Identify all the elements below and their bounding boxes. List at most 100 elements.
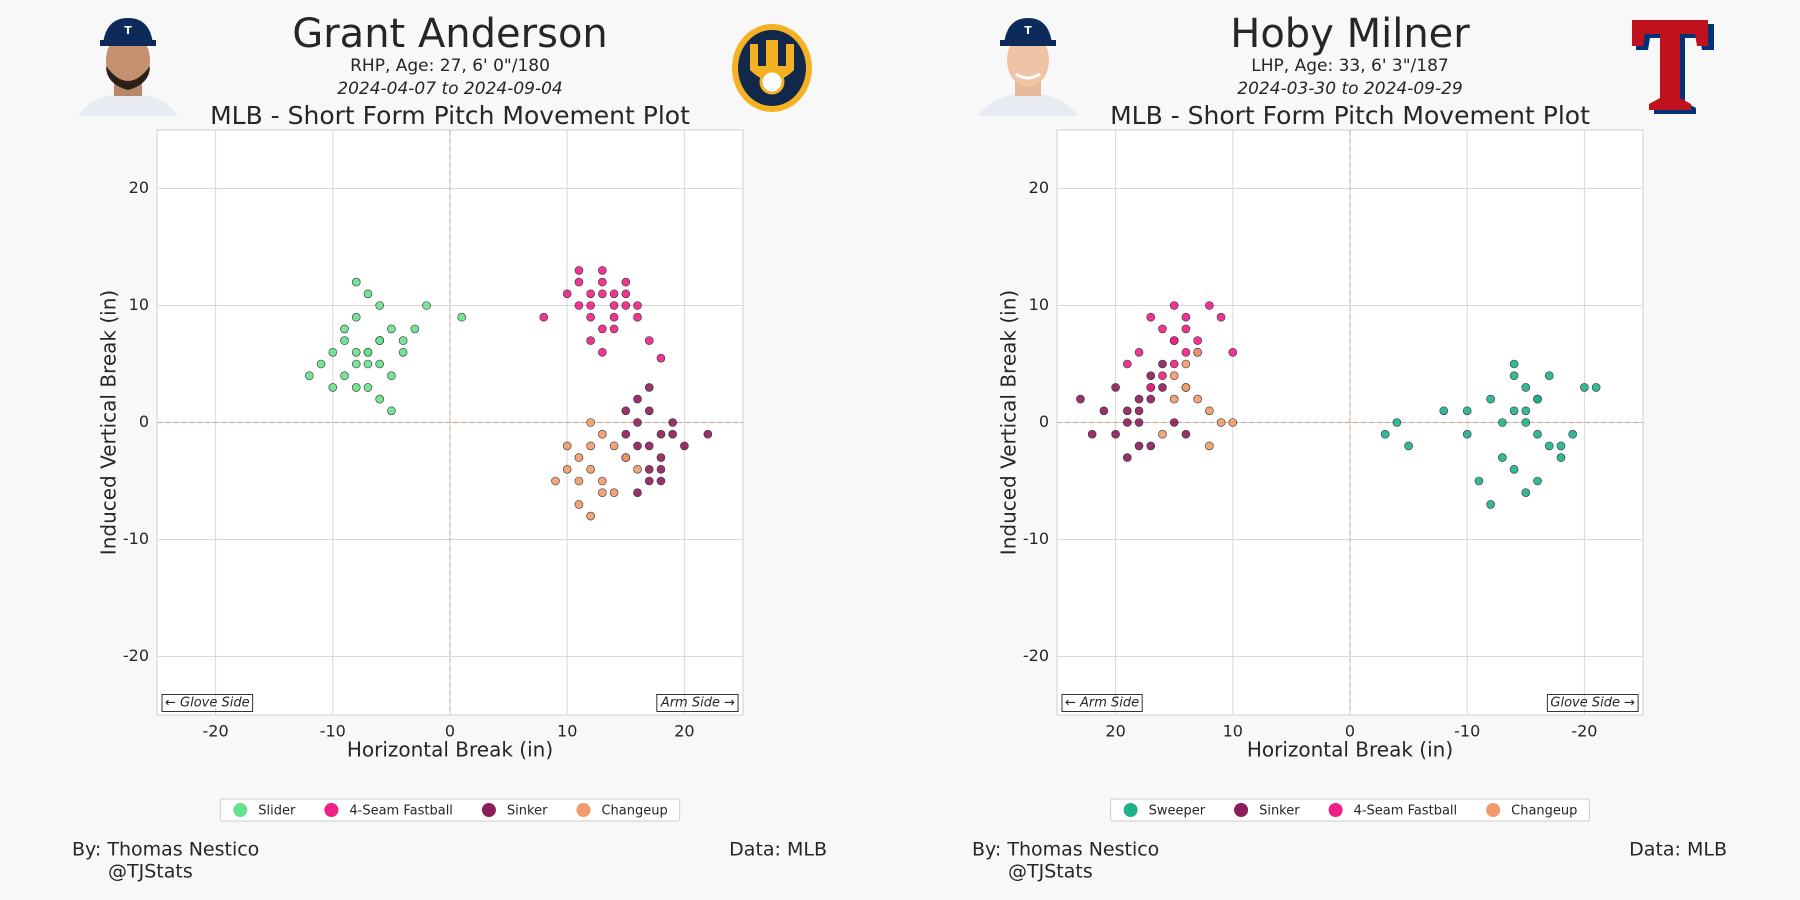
- x-tick-label: 0: [445, 722, 455, 741]
- data-source: Data: MLB: [1629, 839, 1727, 861]
- x-tick-label: 0: [1345, 722, 1355, 741]
- x-tick-label: -10: [320, 722, 346, 741]
- pitch-point: [1533, 476, 1542, 486]
- pitch-point: [1580, 383, 1589, 392]
- x-tick-label: 20: [1105, 722, 1125, 741]
- pitch-point: [574, 500, 584, 509]
- y-tick-label: 10: [129, 295, 149, 314]
- legend-marker: [1486, 803, 1501, 817]
- pitch-point: [551, 476, 560, 486]
- legend-label: Slider: [258, 804, 296, 819]
- x-tick-label: -10: [1454, 722, 1480, 741]
- pitch-point: [305, 371, 314, 381]
- pitch-point: [586, 511, 595, 521]
- pitch-point: [1169, 418, 1179, 427]
- pitch-point: [1216, 418, 1226, 427]
- plot-title: MLB - Short Form Pitch Movement Plot: [1110, 101, 1590, 130]
- y-axis-label: Induced Vertical Break (in): [997, 290, 1021, 555]
- pitch-point: [1486, 394, 1495, 404]
- pitch-point: [1533, 429, 1542, 439]
- pitch-point: [656, 453, 666, 462]
- legend-label: 4-Seam Fastball: [349, 804, 453, 819]
- pitch-point: [1462, 406, 1472, 416]
- pitch-point: [1556, 453, 1566, 462]
- data-source: Data: MLB: [729, 839, 827, 861]
- pitch-point: [1568, 429, 1577, 439]
- pitch-point: [644, 406, 654, 416]
- x-tick-label: -20: [1571, 722, 1597, 741]
- player-bio: RHP, Age: 27, 6' 0"/180: [350, 56, 550, 76]
- annotation-box: [1546, 694, 1639, 712]
- x-tick-label: 20: [674, 722, 694, 741]
- pitch-point: [644, 464, 654, 474]
- pitch-point: [656, 476, 666, 486]
- pitch-point: [621, 406, 631, 416]
- pitch-point: [598, 429, 607, 439]
- pitch-point: [351, 312, 361, 322]
- pitch-point: [1533, 394, 1542, 404]
- pitch-point: [1181, 312, 1191, 322]
- player-headshot: T: [78, 18, 178, 116]
- x-tick-label: 10: [1223, 722, 1243, 741]
- player-name: Grant Anderson: [292, 11, 608, 57]
- date-range: 2024-03-30 to 2024-09-29: [1237, 79, 1462, 99]
- pitch-point: [375, 301, 384, 310]
- pitch-point: [375, 336, 384, 345]
- pitch-point: [703, 429, 713, 439]
- pitch-point: [1509, 371, 1519, 381]
- pitch-point: [1134, 406, 1144, 416]
- pitch-point: [363, 359, 373, 369]
- x-axis-label: Horizontal Break (in): [1247, 738, 1453, 762]
- pitch-point: [1111, 383, 1120, 392]
- pitch-point: [621, 277, 631, 287]
- svg-text:T: T: [124, 24, 132, 37]
- pitch-point: [387, 371, 396, 381]
- pitch-point: [1462, 429, 1472, 439]
- side-annotation: Glove Side →: [1550, 696, 1635, 711]
- pitch-point: [1134, 418, 1144, 427]
- pitch-point: [1521, 383, 1531, 392]
- pitch-point: [1123, 406, 1132, 416]
- pitch-point: [1193, 347, 1202, 357]
- pitch-point: [586, 418, 595, 427]
- legend-marker: [1328, 803, 1343, 817]
- pitch-point: [644, 383, 654, 392]
- pitch-point: [562, 289, 572, 299]
- pitch-point: [633, 418, 642, 427]
- pitch-point: [1486, 500, 1495, 509]
- pitch-point: [1439, 406, 1449, 416]
- pitch-point: [1087, 429, 1097, 439]
- pitch-point: [1146, 394, 1156, 404]
- side-annotation: Arm Side →: [660, 696, 735, 711]
- x-axis-label: Horizontal Break (in): [347, 738, 553, 762]
- pitch-point: [656, 429, 666, 439]
- pitch-point: [1474, 476, 1484, 486]
- pitch-point: [574, 476, 584, 486]
- pitch-point: [1216, 312, 1226, 322]
- pitch-point: [621, 301, 631, 310]
- pitch-point: [1544, 371, 1554, 381]
- pitch-point: [328, 383, 338, 392]
- pitch-point: [1111, 429, 1120, 439]
- pitch-point: [1158, 359, 1167, 369]
- pitch-point: [1392, 418, 1402, 427]
- pitch-point: [1498, 418, 1507, 427]
- pitch-point: [1169, 301, 1179, 310]
- x-tick-label: 10: [557, 722, 577, 741]
- legend-marker: [1123, 803, 1138, 817]
- pitch-point: [1158, 383, 1167, 392]
- pitch-point: [621, 429, 631, 439]
- pitch-point: [656, 353, 666, 363]
- legend-marker: [576, 803, 591, 817]
- pitch-point: [1181, 324, 1191, 334]
- pitch-point: [1193, 394, 1202, 404]
- pitch-point: [633, 312, 642, 322]
- pitch-point: [375, 359, 384, 369]
- pitch-point: [644, 336, 654, 345]
- pitch-point: [328, 347, 338, 357]
- pitch-point: [1521, 418, 1531, 427]
- pitch-point: [1123, 453, 1132, 462]
- pitch-point: [598, 488, 607, 498]
- pitch-point: [1158, 324, 1167, 334]
- svg-text:T: T: [1024, 24, 1032, 37]
